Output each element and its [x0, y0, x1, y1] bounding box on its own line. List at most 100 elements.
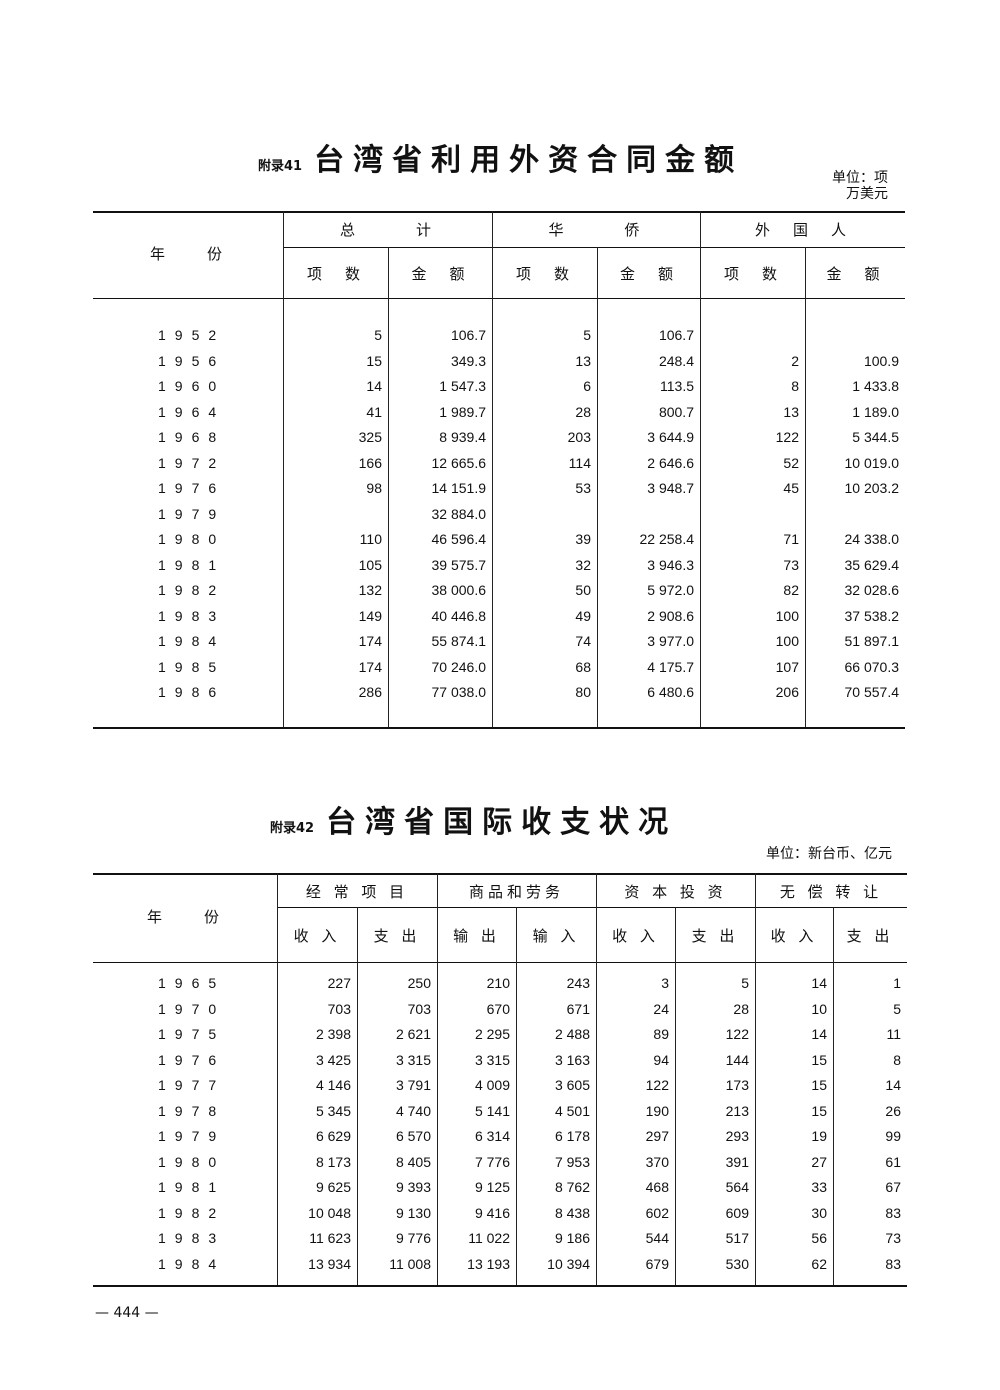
value-cell: 73: [885, 1230, 901, 1246]
value-cell: 33: [811, 1179, 827, 1195]
year-cell: 1976: [158, 1051, 226, 1068]
value-cell: 122: [645, 1077, 669, 1093]
value-cell: 113.5: [660, 378, 694, 394]
column-divider: [700, 211, 701, 727]
value-cell: [700, 325, 799, 345]
bottom-rule: [93, 1285, 907, 1287]
value-cell: 144: [725, 1051, 749, 1068]
column-divider: [277, 873, 278, 1285]
value-cell: 391: [725, 1153, 749, 1170]
year-cell: 1982: [158, 1204, 226, 1221]
value-cell: 77 038.0: [431, 684, 487, 700]
year-cell: 1986: [158, 684, 226, 700]
value-cell: 8 762: [554, 1179, 590, 1195]
value-cell: 14 151.9: [431, 480, 487, 496]
value-cell: 174: [358, 633, 382, 649]
value-cell: 3: [661, 975, 669, 991]
value-cell: 114: [568, 454, 591, 471]
value-cell: 3 946.3: [647, 556, 694, 573]
column-subheader: 收 入: [770, 926, 818, 945]
top-rule: [93, 873, 907, 875]
value-cell: 74: [575, 633, 591, 649]
value-cell: 297: [645, 1128, 669, 1144]
value-cell: 38 000.6: [431, 582, 487, 598]
value-cell: 703: [407, 1000, 431, 1017]
column-group-header: 资 本 投 资: [624, 883, 727, 901]
value-cell: 1 189.0: [852, 403, 899, 420]
value-cell: 39 575.7: [431, 556, 487, 573]
year-cell: 1981: [158, 1179, 226, 1195]
year-cell: 1980: [158, 1153, 226, 1170]
value-cell: 83: [885, 1204, 901, 1221]
year-cell: 1965: [158, 975, 226, 991]
value-cell: 9 393: [395, 1179, 431, 1195]
value-cell: 9 125: [474, 1179, 510, 1195]
value-cell: 6 178: [554, 1128, 590, 1144]
value-cell: 5: [583, 327, 591, 343]
value-cell: 45: [783, 480, 799, 496]
value-cell: 8 939.4: [439, 429, 486, 445]
column-group-header: 经 常 项 目: [305, 883, 409, 901]
column-subheader: 金 额: [619, 264, 677, 283]
value-cell: 530: [725, 1255, 749, 1272]
value-cell: 32: [575, 556, 591, 573]
value-cell: 6 314: [474, 1128, 510, 1144]
year-cell: 1985: [158, 658, 226, 675]
value-cell: 11: [886, 1026, 901, 1042]
year-cell: 1960: [158, 378, 226, 394]
value-cell: 210: [486, 975, 510, 991]
table42-unit: 单位：新台币、亿元: [766, 846, 892, 862]
value-cell: 609: [725, 1204, 749, 1221]
table41-unit: 单位：项 万美元: [832, 170, 888, 202]
value-cell: 3 315: [474, 1051, 510, 1068]
value-cell: 9 130: [395, 1204, 431, 1221]
value-cell: 3 315: [395, 1051, 431, 1068]
column-subheader: 金 额: [826, 264, 884, 283]
value-cell: 149: [358, 607, 382, 624]
value-cell: 68: [575, 658, 591, 675]
value-cell: 132: [358, 582, 382, 598]
year-cell: 1979: [158, 505, 226, 522]
value-cell: 99: [885, 1128, 901, 1144]
value-cell: 35 629.4: [844, 556, 900, 573]
value-cell: 6: [583, 378, 591, 394]
value-cell: 8 405: [395, 1153, 431, 1170]
column-subheader: 收 入: [293, 926, 341, 945]
value-cell: 13: [575, 352, 591, 369]
year-cell: 1956: [158, 352, 226, 369]
value-cell: 51 897.1: [844, 633, 900, 649]
value-cell: 6 629: [315, 1128, 351, 1144]
value-cell: 8 173: [315, 1153, 351, 1170]
year-cell: 1977: [158, 1077, 226, 1093]
value-cell: 73: [783, 556, 799, 573]
value-cell: 5 344.5: [852, 429, 899, 445]
header-rule: [93, 298, 905, 299]
value-cell: 4 146: [315, 1077, 351, 1093]
value-cell: 49: [575, 607, 591, 624]
table42-tag: 附录42: [270, 821, 315, 836]
value-cell: 2 646.6: [647, 454, 694, 471]
year-cell: 1983: [158, 1230, 226, 1246]
table41-unit-label: 单位：项: [832, 170, 888, 186]
value-cell: 41: [366, 403, 382, 420]
column-subheader: 收 入: [612, 926, 659, 945]
value-cell: 3 163: [554, 1051, 590, 1068]
value-cell: 370: [645, 1153, 669, 1170]
value-cell: 243: [566, 975, 590, 991]
value-cell: 15: [811, 1102, 827, 1119]
column-divider: [755, 873, 756, 1285]
value-cell: 27: [811, 1153, 827, 1170]
column-divider: [357, 907, 358, 1285]
value-cell: 14: [811, 975, 827, 991]
value-cell: 2: [791, 352, 799, 369]
value-cell: 2 908.6: [647, 607, 694, 624]
value-cell: 5 141: [474, 1102, 510, 1119]
value-cell: 3 644.9: [647, 429, 694, 445]
value-cell: 105: [358, 556, 382, 573]
value-cell: 100: [775, 607, 799, 624]
value-cell: 4 501: [554, 1102, 590, 1119]
value-cell: 10 394: [547, 1255, 590, 1272]
header-rule: [93, 962, 907, 963]
value-cell: 24: [653, 1000, 669, 1017]
